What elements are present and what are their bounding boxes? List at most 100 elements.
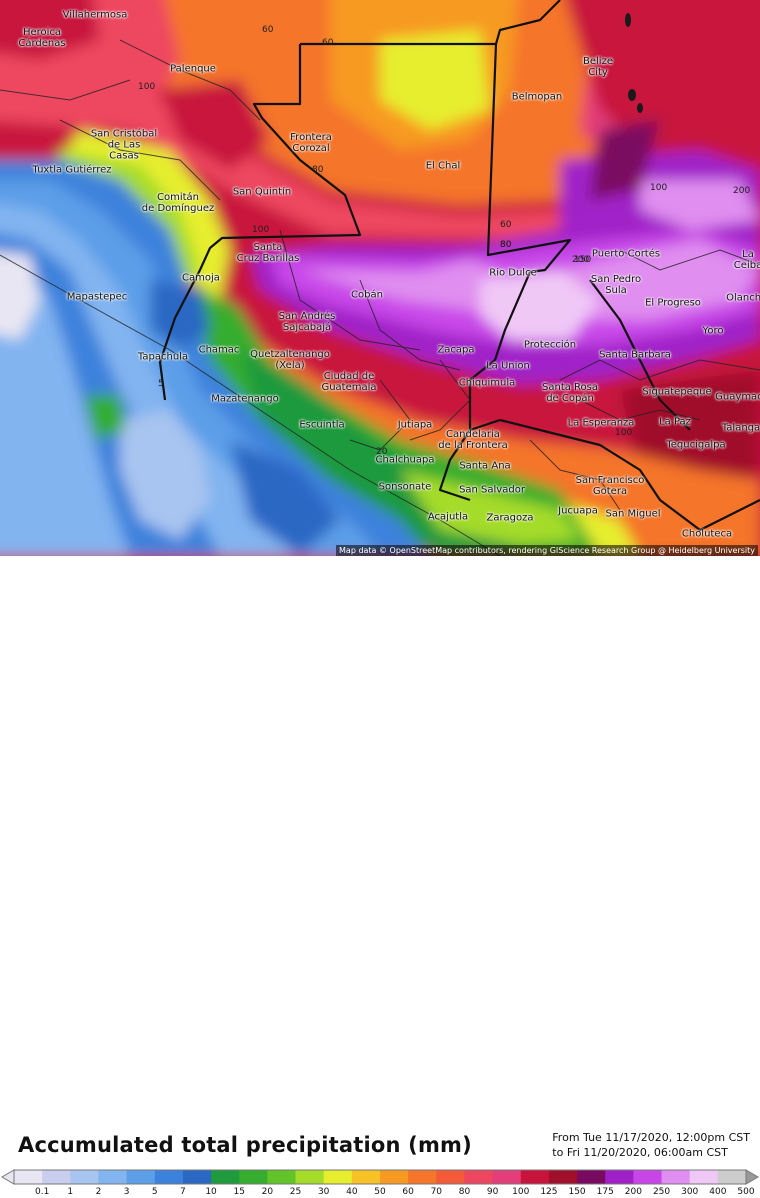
colorbar-ticks: 0.1 1 2 3 5 7 10 15 20 25 30 40 50 60 70 80 90 100 125 150 1… — [0, 1188, 760, 1198]
colorbar-tick-label: 60 — [402, 1187, 414, 1197]
colorbar-tick-label: 150 — [568, 1187, 586, 1197]
colorbar-tick-label: 1 — [67, 1187, 74, 1197]
colorbar-swatch — [717, 1170, 747, 1184]
valid-from: From Tue 11/17/2020, 12:00pm CST — [552, 1131, 750, 1144]
map-title: Accumulated total precipitation (mm) — [18, 1133, 472, 1157]
place-label: Palenque — [170, 63, 216, 75]
place-label: Ciudad de Guatemala — [321, 371, 377, 393]
colorbar-tick-label: 400 — [709, 1187, 727, 1197]
colorbar-tick-label: 0.1 — [34, 1187, 50, 1197]
colorbar-swatch — [408, 1170, 437, 1184]
colorbar-tick-label: 300 — [681, 1187, 699, 1197]
contour-value-label: 100 — [252, 225, 270, 235]
contour-value-label: 80 — [500, 240, 512, 250]
colorbar-tick-label: 90 — [486, 1187, 499, 1197]
place-label: Sonsonate — [378, 481, 432, 493]
place-label: Siguatepeque — [642, 386, 712, 398]
contour-value-label: 100 — [138, 82, 156, 92]
colorbar-swatch — [239, 1170, 268, 1184]
contour-value-label: 60 — [500, 220, 512, 230]
colorbar-swatch — [98, 1170, 128, 1184]
place-label: Zacapa — [437, 344, 475, 356]
contour-value-label: 80 — [500, 240, 512, 250]
colorbar-swatch — [70, 1170, 99, 1184]
colorbar-swatch — [182, 1170, 212, 1184]
colorbar-tick-label: 200 — [624, 1187, 642, 1197]
contour-value-label: 60 — [262, 25, 274, 35]
colorbar-swatch — [492, 1170, 522, 1184]
place-label: San Salvador — [459, 484, 525, 496]
colorbar-swatch — [126, 1170, 156, 1184]
valid-to: to Fri 11/20/2020, 06:00am CST — [552, 1146, 728, 1159]
colorbar-tick-label: 15 — [233, 1187, 245, 1197]
place-label: Santa Rosa de Copán — [542, 382, 598, 404]
place-label: Choluteca — [681, 528, 733, 540]
colorbar-swatch — [520, 1170, 550, 1184]
place-label: San Andrés Sajcabajá — [278, 311, 336, 333]
contour-value-label: 60 — [322, 38, 334, 48]
colorbar-swatch — [211, 1170, 240, 1184]
place-label: La Union — [486, 360, 530, 372]
colorbar-swatch — [548, 1170, 578, 1184]
colorbar-swatch — [689, 1170, 719, 1184]
place-label: Belmopan — [511, 91, 563, 103]
place-label: Talanga — [721, 422, 760, 434]
place-label: Guaymaca — [715, 391, 760, 403]
place-label: Villahermosa — [62, 9, 128, 21]
colorbar-tick-label: 30 — [317, 1187, 330, 1197]
colorbar-tick-label: 10 — [205, 1187, 217, 1197]
colorbar-tick-label: 25 — [289, 1187, 302, 1197]
place-label: Acajutla — [427, 511, 469, 523]
colorbar — [1, 1169, 759, 1185]
place-label: Mazatenango — [211, 393, 279, 405]
place-label: Mapastepec — [66, 291, 128, 303]
precipitation-map: Villahermosa Heroica Cárdenas Palenque San … — [0, 0, 760, 556]
place-label: Escuintla — [299, 419, 345, 431]
place-label: Chiquimula — [458, 377, 516, 389]
place-label: Frontera Corozal — [290, 132, 332, 154]
map-attribution: Map data © OpenStreetMap contributors, r… — [336, 545, 758, 556]
place-label: Heroica Cárdenas — [18, 27, 66, 49]
colorbar-swatch — [154, 1170, 184, 1184]
colorbar-swatch — [267, 1170, 297, 1184]
place-label: Chalchuapa — [375, 454, 435, 466]
contour-value-label: 150 — [574, 255, 592, 265]
colorbar-swatch — [464, 1170, 494, 1184]
colorbar-tick-label: 500 — [737, 1187, 755, 1197]
place-label: San Miguel — [605, 508, 661, 520]
colorbar-swatch — [380, 1170, 409, 1184]
colorbar-swatch — [14, 1170, 43, 1184]
colorbar-tick-label: 80 — [458, 1187, 471, 1197]
colorbar-max-arrow — [745, 1169, 759, 1185]
contour-value-label: 5 — [158, 379, 164, 389]
place-label: La Paz — [659, 416, 691, 428]
contour-value-label: 200 — [572, 255, 590, 265]
colorbar-swatch — [633, 1170, 663, 1184]
contour-value-label: 200 — [733, 186, 751, 196]
place-label: La Esperanza — [567, 417, 635, 429]
place-label: Belize City — [583, 56, 613, 78]
colorbar-swatch — [323, 1170, 353, 1184]
place-label: Candelaria de la Frontera — [438, 429, 508, 451]
place-label: Jutiapa — [397, 419, 433, 431]
place-label: Puerto Cortés — [591, 248, 661, 260]
colorbar-tick-label: 250 — [652, 1187, 671, 1197]
place-label: San Cristóbal de Las Casas — [90, 128, 158, 162]
place-label: Olanchito — [726, 292, 760, 304]
colorbar-tick-label: 40 — [346, 1187, 358, 1197]
colorbar-swatch — [295, 1170, 325, 1184]
colorbar-tick-label: 5 — [151, 1187, 158, 1197]
colorbar-swatch — [605, 1170, 634, 1184]
place-label: San Quintín — [232, 186, 292, 198]
valid-period: From Tue 11/17/2020, 12:00pm CST to Fri … — [552, 1130, 750, 1160]
contour-value-label: 100 — [615, 428, 633, 438]
place-label: Santa Cruz Barillas — [236, 242, 300, 264]
place-label: Camoja — [182, 272, 220, 284]
colorbar-tick-label: 20 — [261, 1187, 274, 1197]
place-label: Tuxtla Gutiérrez — [32, 164, 112, 176]
place-label: Jucuapa — [558, 505, 598, 517]
map-fill — [0, 0, 760, 556]
place-label: Chamac — [198, 344, 240, 356]
colorbar-tick-label: 50 — [374, 1187, 386, 1197]
place-label: El Progreso — [645, 297, 701, 309]
